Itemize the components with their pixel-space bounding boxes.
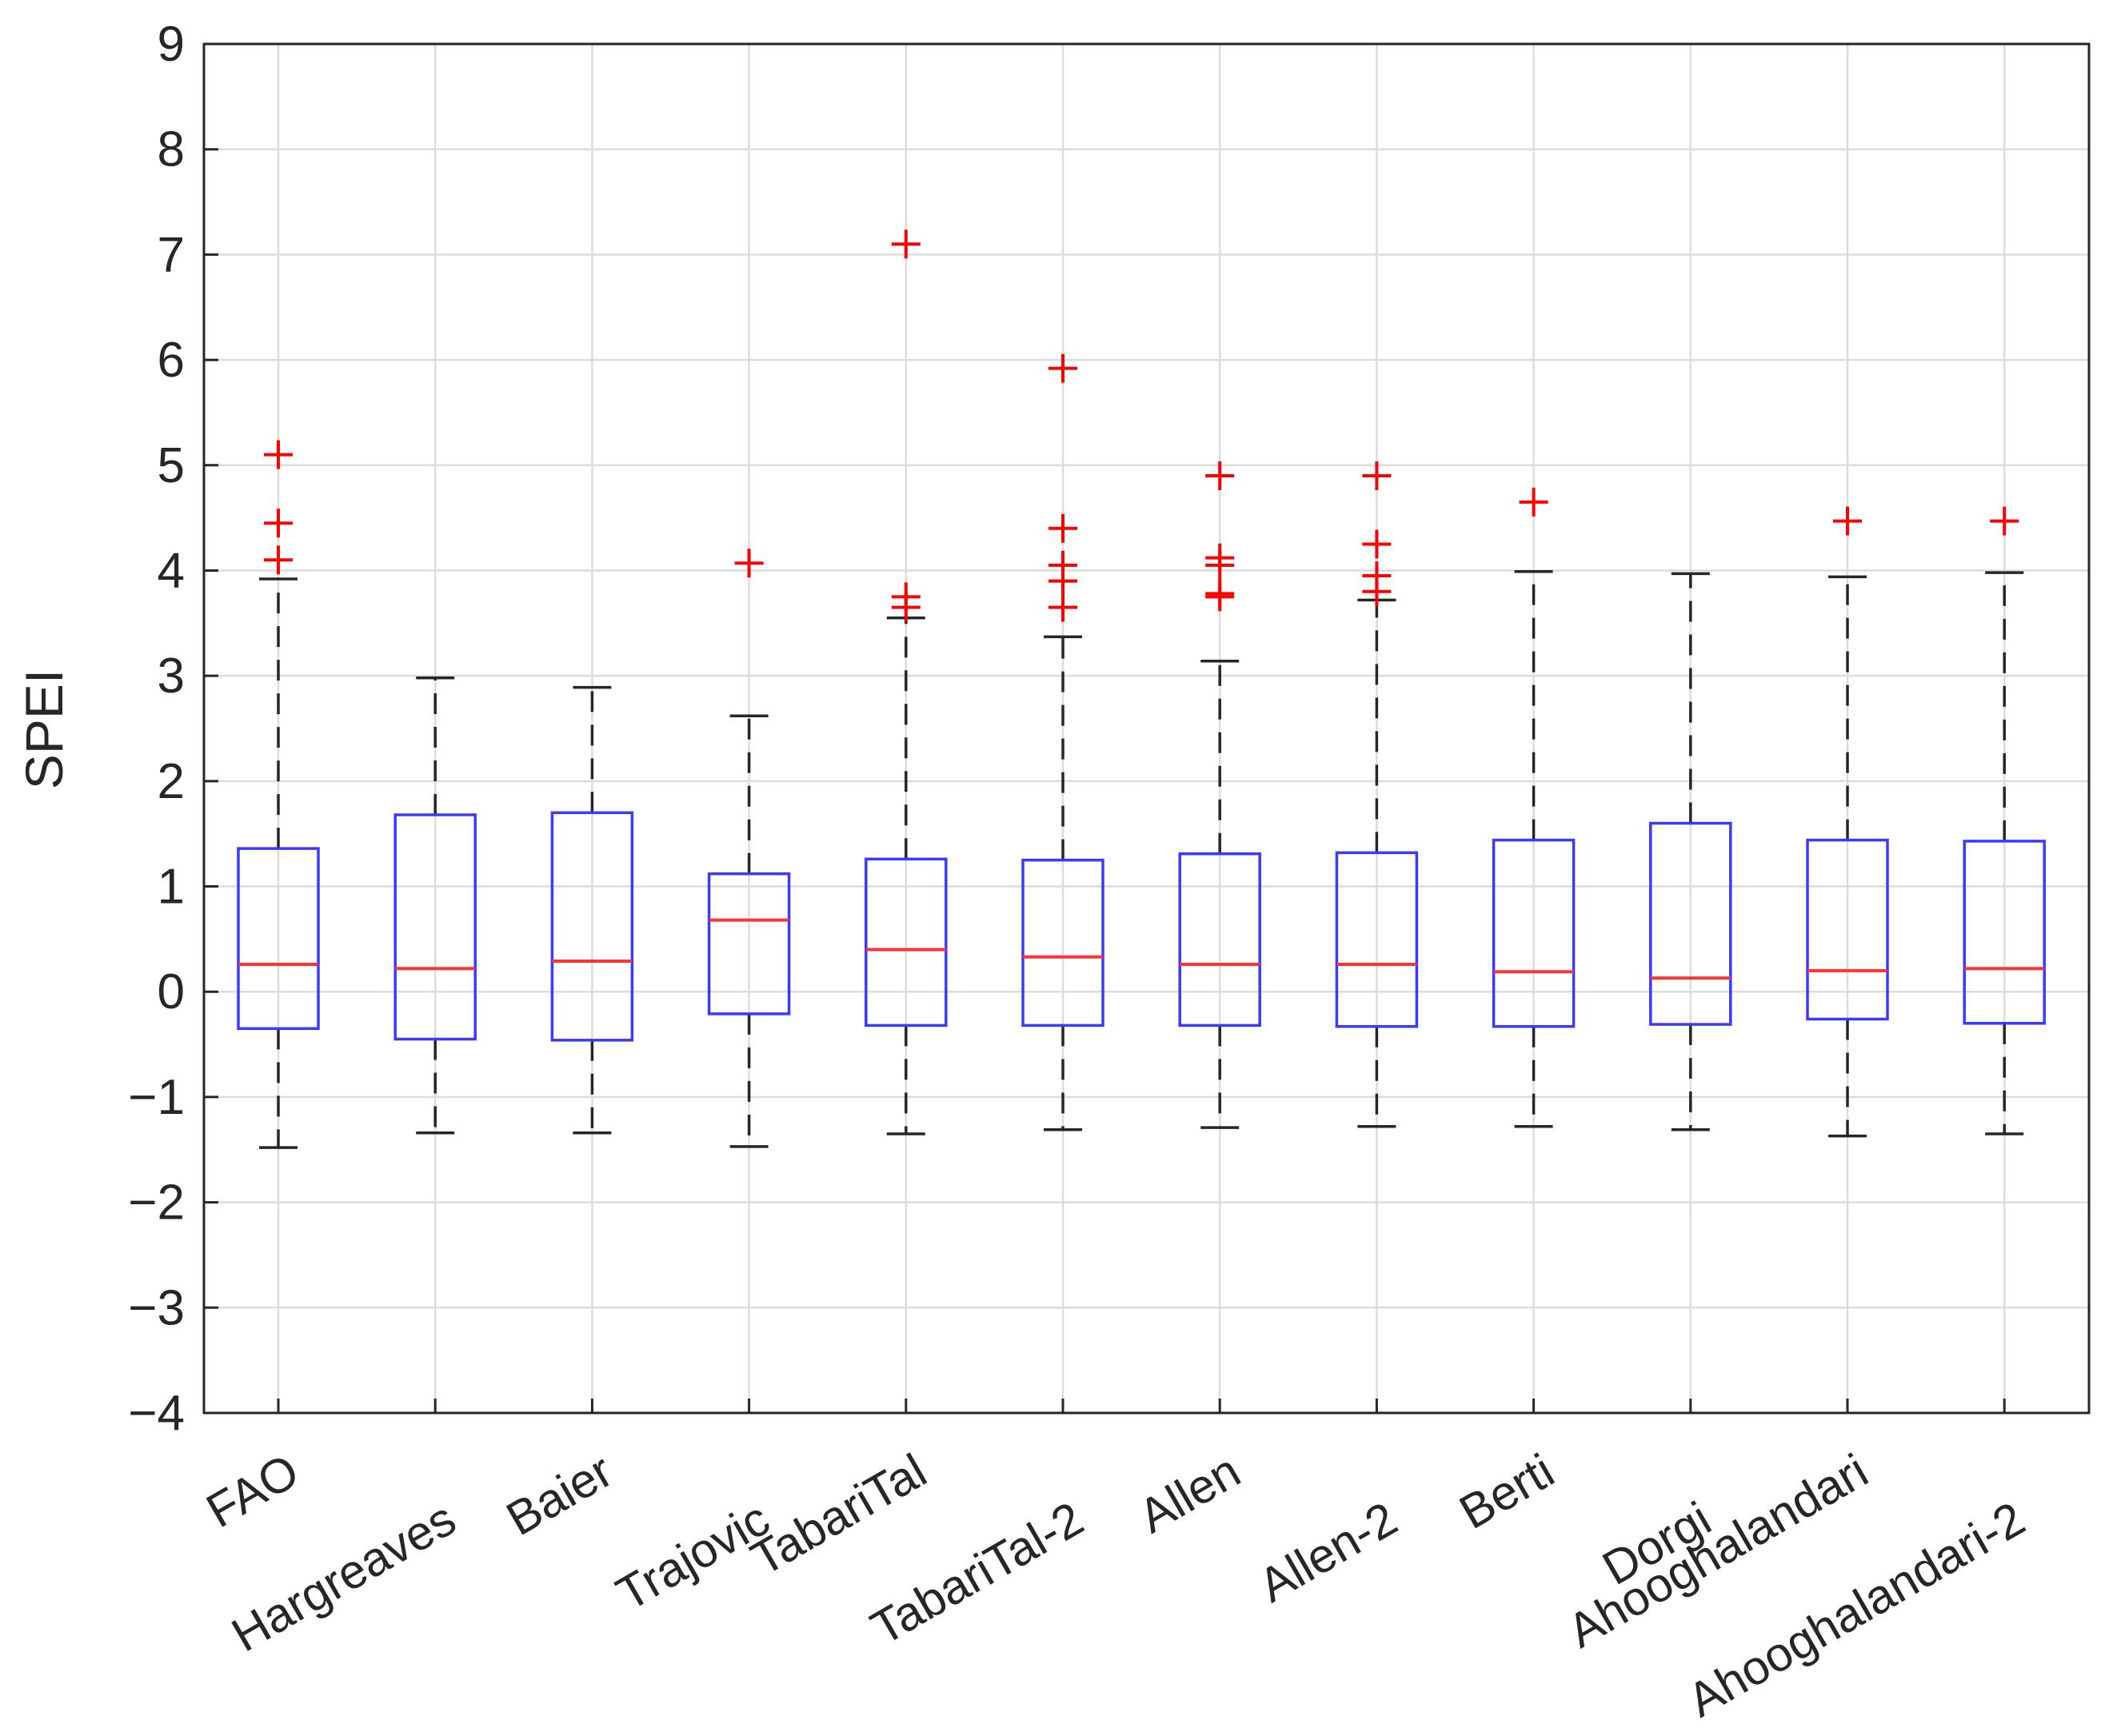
y-tick-label: 8 xyxy=(158,122,185,178)
outlier-marker xyxy=(1362,461,1392,490)
iqr-box xyxy=(1806,838,1889,1021)
y-tick-label: 7 xyxy=(158,227,185,282)
y-tick-label: 9 xyxy=(158,17,185,72)
iqr-box xyxy=(550,811,634,1042)
y-tick-label: −2 xyxy=(128,1175,185,1231)
iqr-box xyxy=(1963,840,2046,1025)
box-fao xyxy=(237,440,320,1149)
box-dorgi xyxy=(1649,572,1732,1131)
y-axis-label: SPEI xyxy=(14,669,74,789)
grid-lines xyxy=(204,42,2089,1415)
iqr-box xyxy=(865,857,948,1028)
iqr-box xyxy=(1492,838,1576,1028)
outlier-marker xyxy=(1205,461,1235,490)
outlier-marker xyxy=(264,440,293,469)
box-allen-2 xyxy=(1335,461,1419,1128)
plot-frame xyxy=(202,42,2091,1415)
y-tick-label: 0 xyxy=(158,964,185,1020)
outlier-marker xyxy=(891,582,921,612)
box-ahooghalandari-2 xyxy=(1963,506,2046,1135)
x-tick-label: Allen-2 xyxy=(1250,1491,1406,1612)
box-ahooghalandari xyxy=(1806,506,1889,1138)
box-tabarital xyxy=(865,229,948,1135)
x-tick-label: Baier xyxy=(497,1443,621,1546)
outlier-marker xyxy=(1990,506,2019,536)
y-tick-label: −4 xyxy=(128,1386,185,1441)
iqr-box xyxy=(393,813,477,1041)
box-tabarital-2 xyxy=(1021,353,1104,1131)
y-tick-label: 6 xyxy=(158,333,185,388)
box-allen xyxy=(1178,461,1261,1129)
outlier-marker xyxy=(1049,550,1077,580)
outlier-marker xyxy=(1362,561,1392,591)
y-tick-label: −1 xyxy=(128,1070,185,1125)
outlier-marker xyxy=(1049,593,1077,622)
iqr-box xyxy=(1178,852,1261,1028)
outlier-marker xyxy=(1205,543,1235,573)
x-tick-label: FAO xyxy=(198,1443,307,1538)
y-tick-label: −3 xyxy=(128,1280,185,1335)
x-tick-label: TabariTal-2 xyxy=(862,1491,1092,1655)
iqr-box xyxy=(237,847,320,1031)
y-axis-ticks: −4 −3 −2 −1 0 1 2 3 4 5 6 7 8 9 xyxy=(128,17,218,1441)
iqr-box xyxy=(707,872,791,1016)
outlier-marker xyxy=(1362,529,1392,559)
outlier-marker xyxy=(1205,579,1235,609)
outlier-marker xyxy=(891,229,921,259)
iqr-box xyxy=(1649,821,1732,1026)
x-tick-label: Allen xyxy=(1130,1443,1249,1543)
y-tick-label: 2 xyxy=(158,754,185,809)
outlier-marker xyxy=(1049,513,1077,543)
outlier-marker xyxy=(734,549,764,578)
box-trajovic xyxy=(707,549,791,1148)
box-berti xyxy=(1492,487,1576,1128)
iqr-box xyxy=(1021,858,1104,1028)
box-baier xyxy=(550,685,634,1135)
y-tick-label: 4 xyxy=(158,543,185,598)
iqr-box xyxy=(1335,851,1419,1028)
x-tick-label: Berti xyxy=(1451,1443,1563,1539)
outlier-marker xyxy=(1049,353,1077,383)
y-tick-label: 5 xyxy=(158,438,185,493)
outlier-marker xyxy=(1833,506,1862,536)
outlier-marker xyxy=(1519,487,1548,517)
outlier-marker xyxy=(264,509,293,538)
y-tick-label: 3 xyxy=(158,649,185,704)
y-tick-label: 1 xyxy=(158,860,185,915)
box-plot-series xyxy=(237,229,2046,1149)
outlier-marker xyxy=(264,545,293,575)
box-hargreaves xyxy=(393,676,477,1135)
x-tick-label: TabariTal xyxy=(742,1443,935,1586)
